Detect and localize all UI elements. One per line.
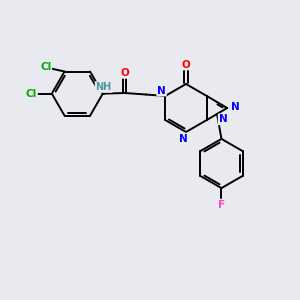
Text: O: O bbox=[121, 68, 130, 78]
Text: F: F bbox=[218, 200, 225, 210]
Text: N: N bbox=[231, 102, 240, 112]
Text: N: N bbox=[179, 134, 188, 144]
Text: N: N bbox=[219, 114, 227, 124]
Text: NH: NH bbox=[96, 82, 112, 92]
Text: N: N bbox=[157, 85, 166, 96]
Text: Cl: Cl bbox=[40, 62, 51, 72]
Text: Cl: Cl bbox=[26, 88, 37, 99]
Text: O: O bbox=[182, 59, 190, 70]
